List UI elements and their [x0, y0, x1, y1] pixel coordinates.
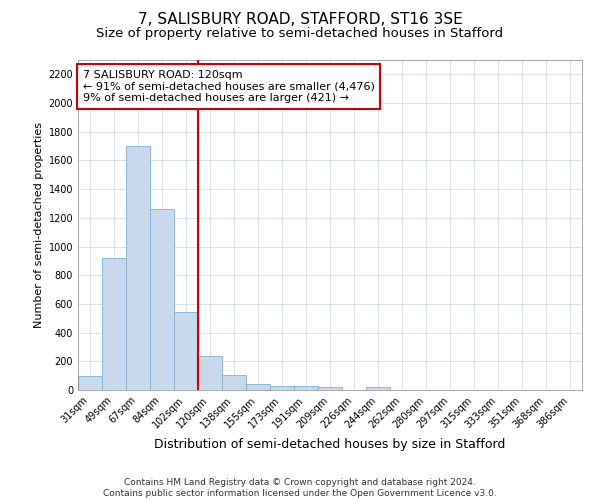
Bar — [150, 209, 174, 390]
Bar — [126, 146, 150, 390]
Text: 7 SALISBURY ROAD: 120sqm
← 91% of semi-detached houses are smaller (4,476)
9% of: 7 SALISBURY ROAD: 120sqm ← 91% of semi-d… — [83, 70, 375, 103]
Bar — [246, 384, 270, 390]
Bar — [270, 386, 294, 390]
Bar — [174, 312, 198, 390]
Text: 7, SALISBURY ROAD, STAFFORD, ST16 3SE: 7, SALISBURY ROAD, STAFFORD, ST16 3SE — [137, 12, 463, 28]
X-axis label: Distribution of semi-detached houses by size in Stafford: Distribution of semi-detached houses by … — [154, 438, 506, 451]
Bar — [294, 386, 318, 390]
Bar — [366, 387, 390, 390]
Bar — [102, 258, 126, 390]
Bar — [198, 356, 222, 390]
Bar — [318, 387, 342, 390]
Bar — [78, 376, 102, 390]
Y-axis label: Number of semi-detached properties: Number of semi-detached properties — [34, 122, 44, 328]
Text: Contains HM Land Registry data © Crown copyright and database right 2024.
Contai: Contains HM Land Registry data © Crown c… — [103, 478, 497, 498]
Text: Size of property relative to semi-detached houses in Stafford: Size of property relative to semi-detach… — [97, 28, 503, 40]
Bar — [222, 375, 246, 390]
